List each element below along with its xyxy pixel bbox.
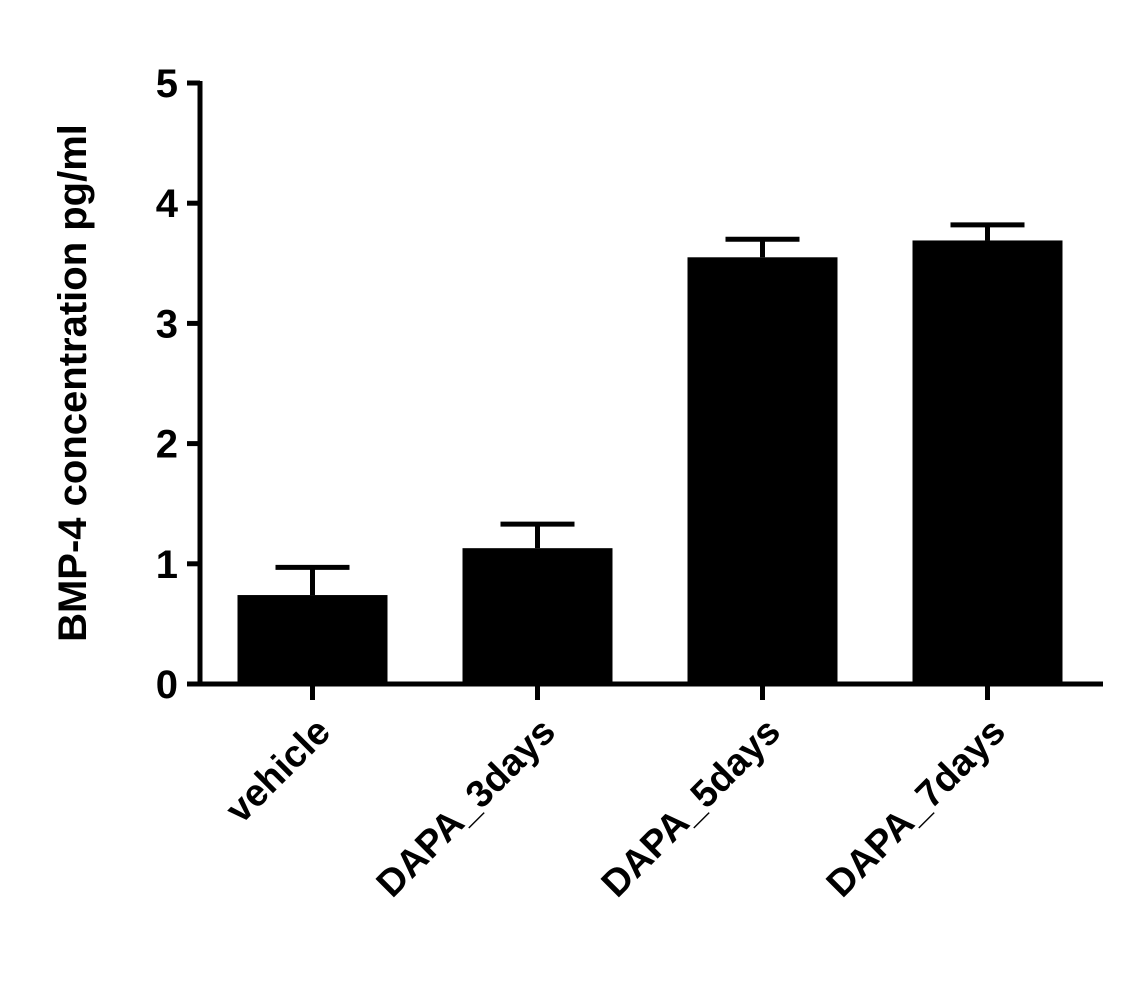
y-tick-label: 5 (156, 62, 178, 106)
x-tick-label: DAPA_3days (369, 711, 564, 906)
bar (237, 595, 388, 684)
y-tick-label: 0 (156, 663, 178, 707)
x-tick-label: DAPA_7days (819, 711, 1014, 906)
y-tick-label: 4 (156, 182, 179, 226)
y-tick-label: 2 (156, 423, 178, 467)
x-tick-label: vehicle (218, 711, 339, 832)
bar (912, 240, 1063, 684)
x-tick-label: DAPA_5days (594, 711, 789, 906)
y-tick-label: 1 (156, 543, 178, 587)
y-axis-title: BMP-4 concentration pg/ml (51, 124, 95, 642)
bar (462, 548, 613, 684)
y-tick-label: 3 (156, 302, 178, 346)
bar (687, 257, 838, 684)
